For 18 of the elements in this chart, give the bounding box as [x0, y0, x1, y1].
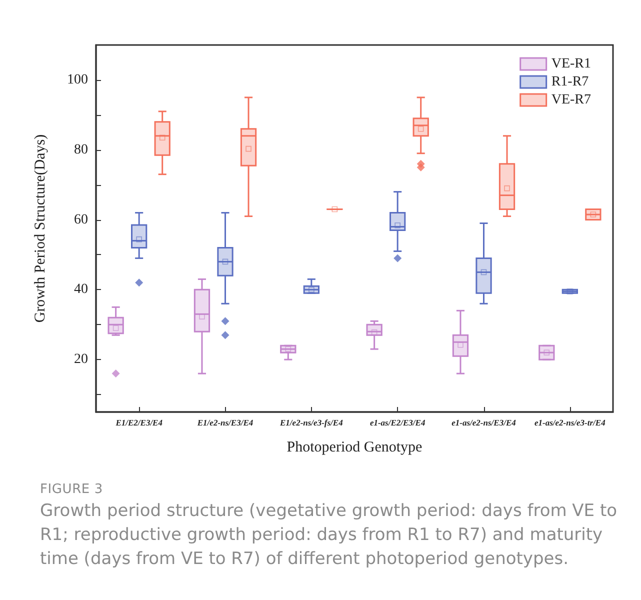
text: Growth period structure (vegetative growth period: days from VE to R1; reproductive growth period: days from R1 to R7) and maturity time (days from VE to R7) of different photoperiod genotypes. — [40, 500, 618, 571]
y-tick-label: 100 — [67, 72, 88, 88]
x-tick-label: e1-as/e2-ns/E3/E4 — [452, 418, 516, 428]
x-tick-label: E1/e2-ns/e3-fs/E4 — [279, 418, 343, 428]
x-tick-label: e1-as/e2-ns/e3-tr/E4 — [534, 418, 606, 428]
y-tick-label: 40 — [74, 282, 88, 298]
y-axis-title: Growth Period Structure(Days) — [32, 134, 48, 323]
legend-label: VE-R7 — [551, 92, 592, 108]
y-tick-label: 60 — [74, 212, 88, 228]
x-tick-label: e1-as/E2/E3/E4 — [370, 418, 426, 428]
y-tick-label: 80 — [74, 142, 88, 158]
legend-label: R1-R7 — [551, 74, 589, 90]
x-tick-label: E1/e2-ns/E3/E4 — [196, 418, 254, 428]
caption: FIGURE 3 — [40, 482, 104, 497]
x-axis-title: Photoperiod Genotype — [286, 440, 423, 456]
legend-label: VE-R1 — [551, 56, 592, 72]
y-tick-label: 20 — [74, 352, 88, 368]
x-tick-label: E1/E2/E3/E4 — [114, 418, 162, 428]
